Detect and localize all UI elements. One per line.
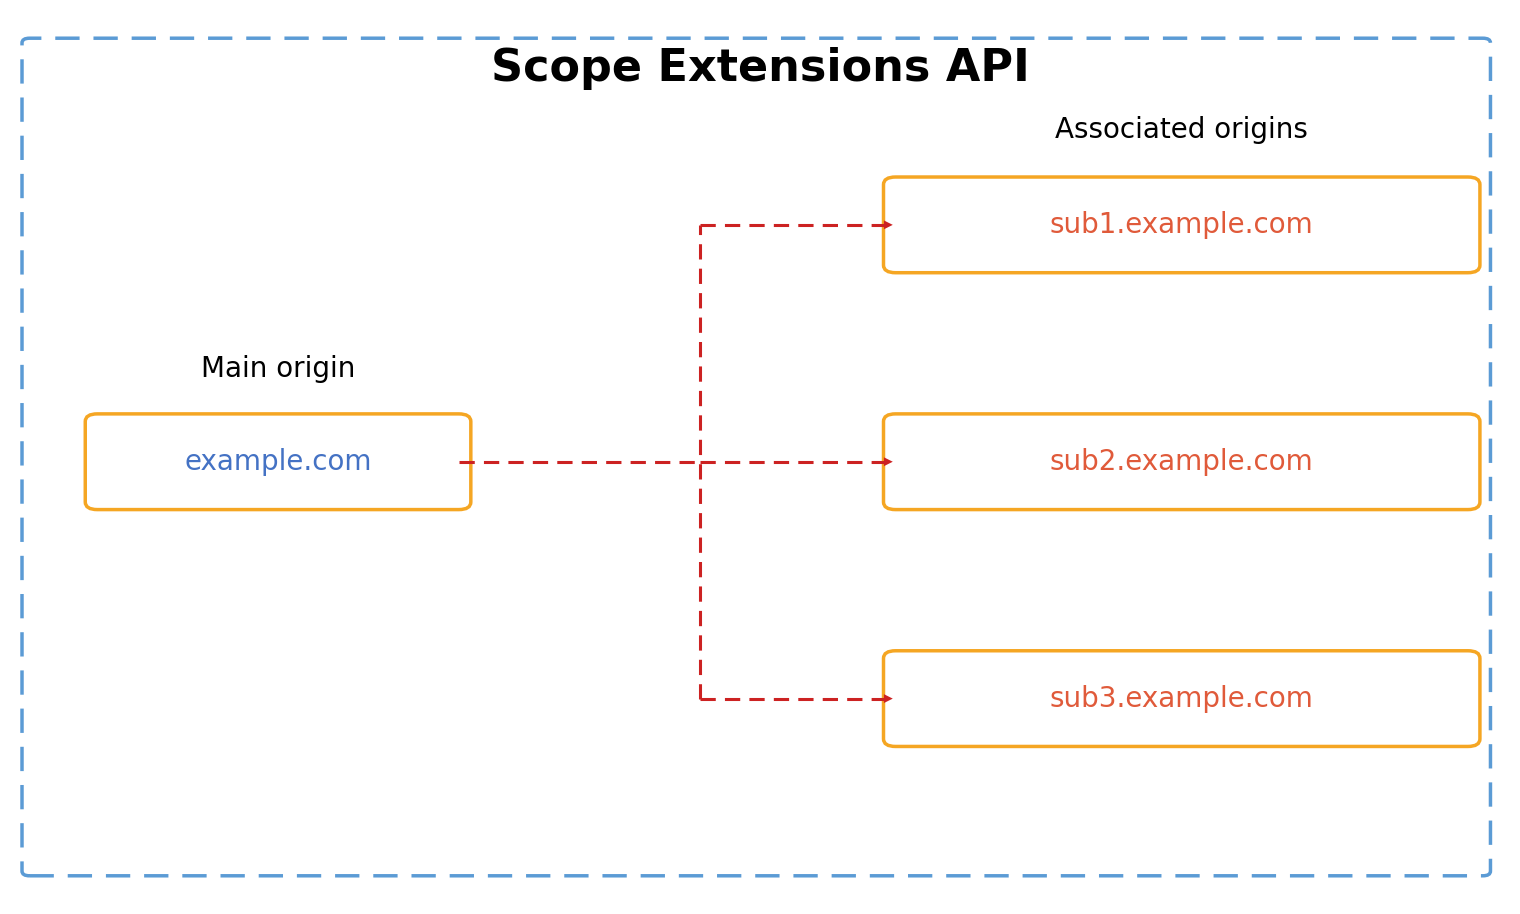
Text: example.com: example.com	[184, 448, 372, 476]
FancyBboxPatch shape	[883, 651, 1480, 747]
Text: Associated origins: Associated origins	[1055, 116, 1309, 144]
FancyBboxPatch shape	[883, 177, 1480, 272]
Text: sub2.example.com: sub2.example.com	[1050, 448, 1313, 476]
FancyBboxPatch shape	[21, 38, 1491, 876]
Text: Main origin: Main origin	[201, 356, 356, 383]
Text: sub3.example.com: sub3.example.com	[1050, 685, 1313, 713]
Text: Scope Extensions API: Scope Extensions API	[491, 47, 1029, 90]
Text: sub1.example.com: sub1.example.com	[1050, 211, 1313, 239]
FancyBboxPatch shape	[85, 414, 471, 510]
FancyBboxPatch shape	[883, 414, 1480, 510]
